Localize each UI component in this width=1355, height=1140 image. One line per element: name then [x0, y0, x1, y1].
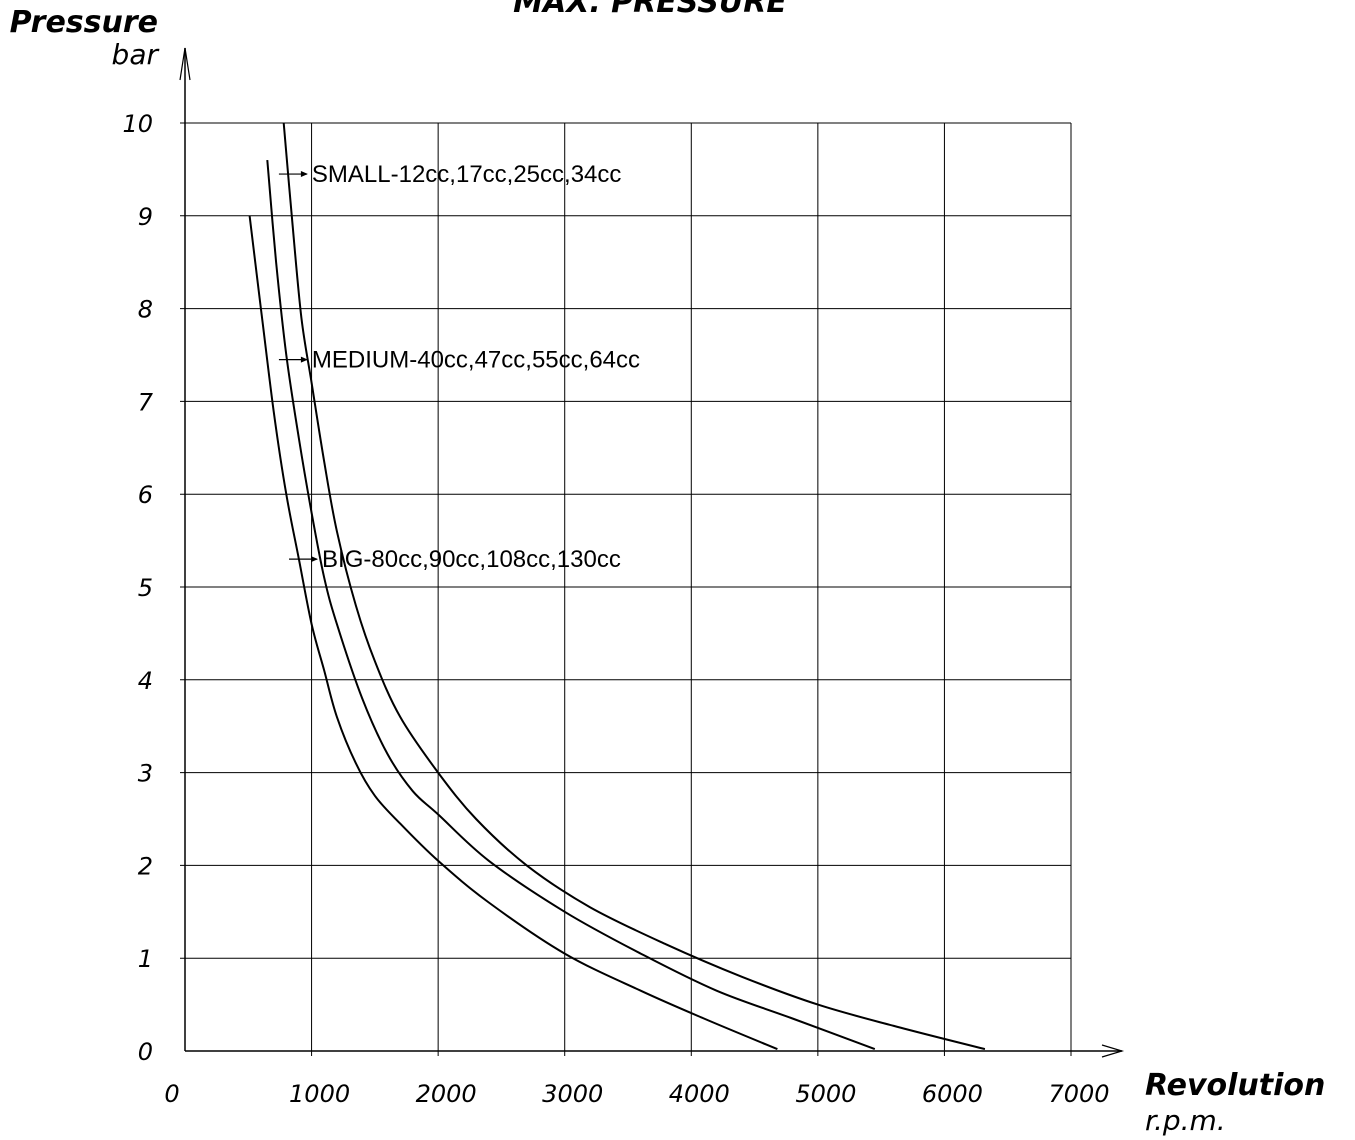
- y-tick-labels: 0 1 2 3 4 5 6 7 8 9 10: [122, 110, 153, 1066]
- series-curve-1: [266, 160, 876, 1051]
- x-tick-label-1: 1000: [289, 1080, 350, 1108]
- x-tick-label-7: 7000: [1048, 1080, 1109, 1108]
- y-tick-label-4: 4: [138, 667, 153, 695]
- x-tick-labels: 0 1000 2000 3000 4000 5000 6000 7000: [164, 1080, 1109, 1108]
- series-labels: SMALL-12cc,17cc,25cc,34cc MEDIUM-40cc,47c…: [278, 161, 640, 573]
- y-tick-label-2: 2: [138, 852, 153, 880]
- y-tick-label-9: 9: [138, 203, 153, 231]
- curves: [248, 122, 986, 1051]
- y-tick-label-5: 5: [138, 574, 153, 602]
- x-tick-label-2: 2000: [416, 1080, 477, 1108]
- x-tick-label-6: 6000: [922, 1080, 983, 1108]
- x-tick-label-4: 4000: [669, 1080, 730, 1108]
- y-tick-label-1: 1: [138, 945, 153, 973]
- x-tick-label-5: 5000: [795, 1080, 856, 1108]
- x-tick-label-0: 0: [164, 1080, 179, 1108]
- y-axis-arrow: [179, 47, 191, 81]
- series-curve-0: [282, 122, 986, 1051]
- y-tick-label-10: 10: [122, 110, 153, 138]
- x-axis-unit: r.p.m.: [1145, 1104, 1226, 1137]
- y-tick-label-7: 7: [138, 388, 154, 416]
- series-label-2: BIG-80cc,90cc,108cc,130cc: [322, 546, 621, 573]
- series-arrowhead-2: [311, 556, 319, 563]
- series-label-0: SMALL-12cc,17cc,25cc,34cc: [312, 161, 621, 188]
- y-axis-unit: bar: [112, 38, 160, 71]
- grid: [180, 122, 1072, 1056]
- y-tick-label-0: 0: [138, 1038, 153, 1066]
- x-tick-label-3: 3000: [542, 1080, 603, 1108]
- x-axis-title: Revolution: [1145, 1068, 1325, 1103]
- series-curve-2: [248, 215, 778, 1051]
- axes: [179, 47, 1125, 1058]
- series-label-1: MEDIUM-40cc,47cc,55cc,64cc: [312, 347, 640, 374]
- y-tick-label-8: 8: [138, 296, 153, 324]
- y-tick-label-6: 6: [138, 481, 153, 509]
- series-arrowhead-1: [300, 356, 308, 363]
- y-tick-label-3: 3: [138, 760, 153, 788]
- y-axis-title: Pressure: [10, 5, 158, 40]
- chart-title: MAX. PRESSURE: [513, 0, 787, 20]
- x-axis-arrow: [1101, 1044, 1125, 1058]
- series-arrowhead-0: [300, 171, 308, 178]
